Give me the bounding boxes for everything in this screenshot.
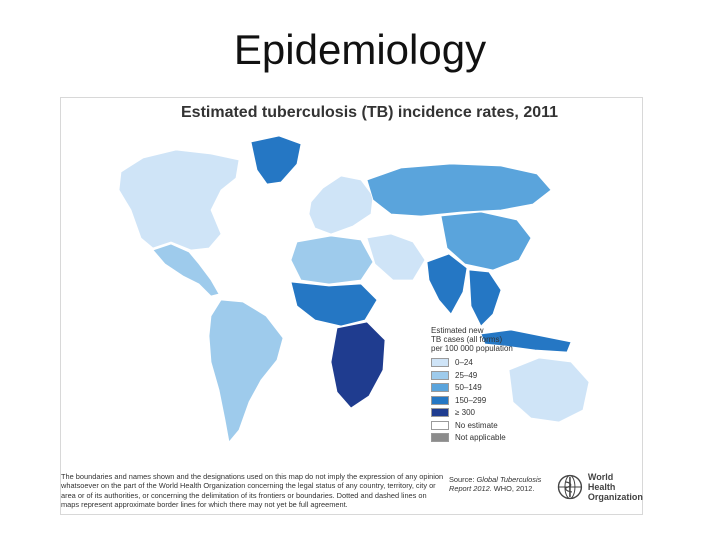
region-greenland — [250, 135, 302, 185]
region-europe — [308, 175, 374, 235]
map-figure: Estimated tuberculosis (TB) incidence ra… — [60, 97, 643, 515]
legend-swatch — [431, 383, 449, 393]
map-title: Estimated tuberculosis (TB) incidence ra… — [181, 104, 559, 121]
map-source: Source: Global Tuberculosis Report 2012.… — [449, 475, 559, 494]
legend-label: Not applicable — [455, 433, 506, 443]
region-central-america — [152, 243, 220, 297]
legend-swatch — [431, 433, 449, 443]
legend-item: No estimate — [431, 420, 581, 432]
legend-item: ≥ 300 — [431, 407, 581, 419]
legend-swatch — [431, 358, 449, 368]
legend-item: Not applicable — [431, 432, 581, 444]
region-india — [426, 253, 468, 315]
legend-item: 150–299 — [431, 395, 581, 407]
source-label: Source: — [449, 475, 475, 484]
who-name: World Health Organization — [587, 472, 643, 502]
region-middle-east — [366, 233, 426, 281]
legend-swatch — [431, 370, 449, 380]
region-indonesia — [480, 329, 572, 353]
region-southeast-asia — [468, 269, 502, 327]
legend-swatch — [431, 408, 449, 418]
who-logo: World Health Organization — [557, 472, 643, 502]
legend-label: No estimate — [455, 420, 498, 430]
region-australia — [508, 357, 590, 423]
slide-title: Epidemiology — [233, 26, 487, 73]
map-footnote: The boundaries and names shown and the d… — [61, 472, 444, 510]
legend-item: 0–24 — [431, 357, 581, 369]
legend-item: 25–49 — [431, 370, 581, 382]
region-west-africa — [290, 281, 378, 327]
region-china — [440, 211, 532, 271]
source-rest: WHO, 2012. — [493, 484, 535, 494]
legend-title: Estimated new TB cases (all forms) per 1… — [431, 326, 513, 353]
legend-label: 0–24 — [455, 358, 473, 368]
map-legend: Estimated new TB cases (all forms) per 1… — [431, 326, 581, 445]
region-north-america — [118, 149, 240, 251]
region-russia — [366, 163, 552, 217]
legend-swatch — [431, 395, 449, 405]
region-north-africa — [290, 235, 374, 285]
legend-label: 150–299 — [455, 395, 487, 405]
legend-label: ≥ 300 — [455, 408, 475, 418]
region-southern-africa — [330, 321, 386, 409]
legend-item: 50–149 — [431, 382, 581, 394]
legend-label: 25–49 — [455, 370, 478, 380]
region-south-america — [208, 299, 284, 443]
world-map — [118, 135, 590, 443]
source-title: Global Tuberculosis Report 2012. — [449, 475, 542, 494]
legend-swatch — [431, 420, 449, 430]
legend-label: 50–149 — [455, 383, 482, 393]
who-emblem-icon — [557, 474, 583, 500]
